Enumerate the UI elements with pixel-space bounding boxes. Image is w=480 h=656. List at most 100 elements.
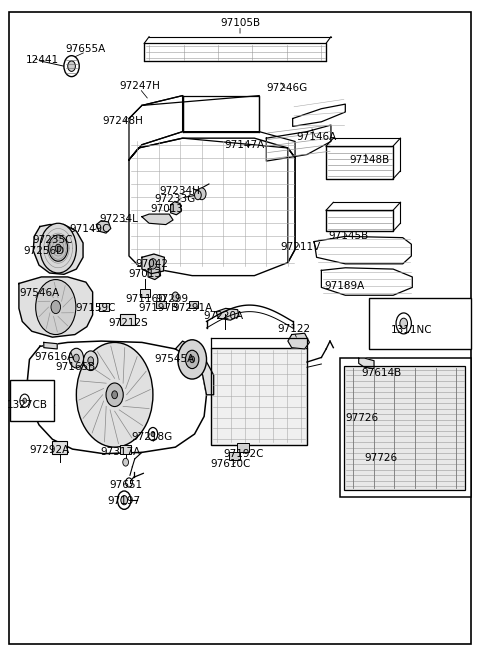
Polygon shape <box>18 380 35 407</box>
Circle shape <box>106 383 123 407</box>
Text: 97246G: 97246G <box>266 83 308 92</box>
Text: 97614B: 97614B <box>361 367 401 377</box>
Text: 97655A: 97655A <box>66 44 106 54</box>
Circle shape <box>51 300 60 314</box>
Bar <box>237 443 249 452</box>
Text: 97211V: 97211V <box>280 243 321 253</box>
Polygon shape <box>129 138 295 276</box>
Text: 97234L: 97234L <box>99 214 138 224</box>
Text: 97616A: 97616A <box>34 352 74 363</box>
Text: 97256D: 97256D <box>24 246 65 256</box>
Circle shape <box>64 56 79 77</box>
Circle shape <box>68 61 75 72</box>
Text: 97291A: 97291A <box>172 303 212 314</box>
Text: 97197B: 97197B <box>139 303 179 314</box>
Text: 97233G: 97233G <box>155 194 196 204</box>
Circle shape <box>23 398 26 403</box>
Bar <box>156 300 166 308</box>
Bar <box>189 300 198 308</box>
Polygon shape <box>33 224 83 274</box>
Polygon shape <box>44 342 57 349</box>
Bar <box>140 289 150 297</box>
Text: 97147A: 97147A <box>225 140 265 150</box>
Circle shape <box>126 478 132 487</box>
Text: 97192C: 97192C <box>224 449 264 459</box>
Circle shape <box>69 348 84 368</box>
Polygon shape <box>142 214 173 224</box>
Text: 12441: 12441 <box>25 54 59 64</box>
Text: 97610C: 97610C <box>210 459 251 468</box>
Bar <box>339 358 471 497</box>
Polygon shape <box>359 358 374 369</box>
Text: 97220A: 97220A <box>204 311 244 321</box>
Text: 1311NC: 1311NC <box>391 325 432 335</box>
Polygon shape <box>288 148 295 262</box>
Circle shape <box>178 340 206 379</box>
Circle shape <box>118 491 131 509</box>
Circle shape <box>197 188 206 199</box>
Bar <box>228 452 240 461</box>
Circle shape <box>48 235 68 261</box>
Text: 97116D: 97116D <box>125 293 166 304</box>
Text: 97145B: 97145B <box>328 231 368 241</box>
Polygon shape <box>314 236 411 264</box>
Circle shape <box>172 292 179 301</box>
Bar <box>10 380 54 421</box>
Text: 97546A: 97546A <box>19 287 59 298</box>
Circle shape <box>123 459 129 466</box>
Circle shape <box>121 495 128 504</box>
Polygon shape <box>293 104 345 127</box>
Text: 97212S: 97212S <box>108 318 148 328</box>
Circle shape <box>400 318 408 329</box>
Polygon shape <box>27 341 206 454</box>
Polygon shape <box>19 277 93 337</box>
Circle shape <box>40 223 76 273</box>
Polygon shape <box>326 210 393 231</box>
Bar <box>344 366 465 490</box>
Bar <box>120 314 135 325</box>
Text: 97122: 97122 <box>277 324 311 335</box>
Bar <box>369 298 471 349</box>
Text: 1327CB: 1327CB <box>7 400 48 410</box>
Text: 97218G: 97218G <box>132 432 173 441</box>
Text: 97146A: 97146A <box>297 132 336 142</box>
Text: 97148B: 97148B <box>349 155 389 165</box>
Text: 97299: 97299 <box>156 293 189 304</box>
Text: 97235C: 97235C <box>32 236 72 245</box>
Polygon shape <box>326 146 393 178</box>
Polygon shape <box>170 201 181 215</box>
Circle shape <box>151 432 155 437</box>
Polygon shape <box>129 96 182 160</box>
Bar <box>99 303 109 311</box>
Polygon shape <box>142 254 165 274</box>
Text: 97726: 97726 <box>345 413 378 422</box>
Text: 97013: 97013 <box>129 270 162 279</box>
Circle shape <box>112 391 118 399</box>
Text: 97292A: 97292A <box>29 445 69 455</box>
Text: 97248H: 97248H <box>102 116 143 126</box>
Polygon shape <box>266 125 331 161</box>
Polygon shape <box>216 308 239 320</box>
Circle shape <box>396 313 411 334</box>
Text: 97234H: 97234H <box>160 186 201 195</box>
Circle shape <box>88 357 94 365</box>
Text: 97159C: 97159C <box>76 303 116 314</box>
Polygon shape <box>96 220 111 233</box>
Circle shape <box>194 190 201 199</box>
Text: 97651: 97651 <box>109 480 143 490</box>
Circle shape <box>185 350 199 369</box>
Circle shape <box>190 356 194 363</box>
Bar <box>120 445 131 454</box>
Circle shape <box>36 279 76 335</box>
Text: 97105B: 97105B <box>220 18 260 28</box>
Text: 97545A: 97545A <box>155 354 195 364</box>
Polygon shape <box>148 266 161 279</box>
Polygon shape <box>322 268 412 295</box>
Circle shape <box>84 351 98 371</box>
Polygon shape <box>175 341 214 395</box>
Circle shape <box>149 258 157 269</box>
Text: 97165B: 97165B <box>56 362 96 372</box>
Polygon shape <box>182 96 259 132</box>
Text: 97189A: 97189A <box>324 281 364 291</box>
Polygon shape <box>288 333 310 349</box>
